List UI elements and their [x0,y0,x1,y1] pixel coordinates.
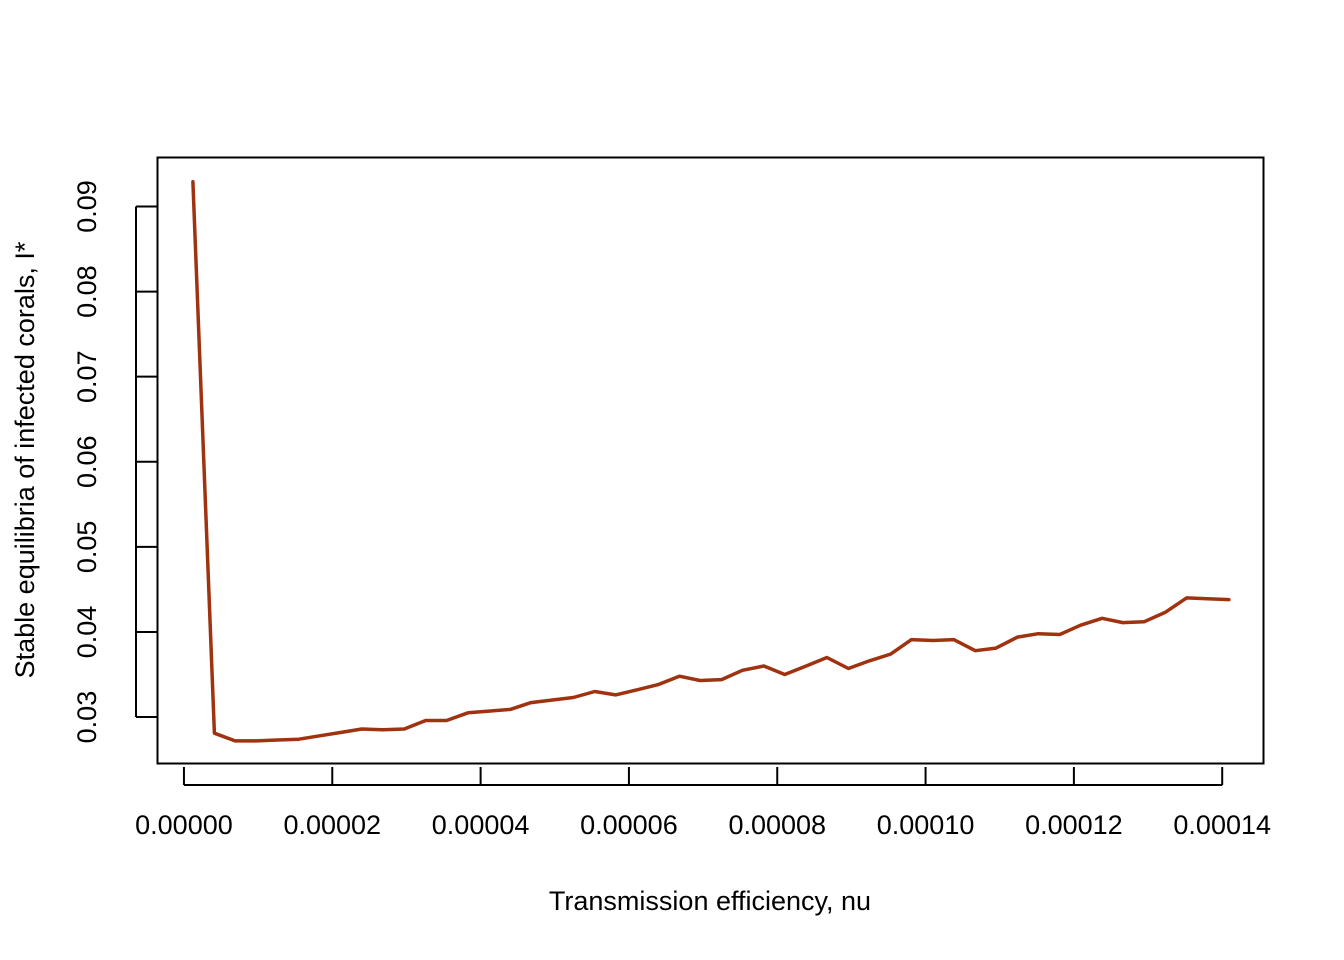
y-tick-label: 0.03 [72,691,102,744]
series-line [191,180,1231,743]
y-axis-title: Stable equilibria of infected corals, I* [10,241,40,678]
y-tick-label: 0.06 [72,435,102,488]
x-tick-label: 0.00010 [877,810,975,840]
plot-frame [156,156,1265,765]
x-tick-label: 0.00000 [135,810,233,840]
y-tick-label: 0.05 [72,521,102,574]
x-tick-label: 0.00006 [580,810,678,840]
x-tick-label: 0.00012 [1025,810,1123,840]
y-tick-label: 0.09 [72,180,102,233]
x-axis: 0.00000 0.00002 0.00004 0.00006 0.00008 0.000… [135,767,1271,840]
x-tick-label: 0.00014 [1173,810,1271,840]
y-tick-label: 0.04 [72,606,102,659]
y-tick-label: 0.07 [72,350,102,403]
y-tick-label: 0.08 [72,265,102,318]
x-tick-label: 0.00004 [432,810,530,840]
y-axis: 0.03 0.04 0.05 0.06 0.07 0.08 0.09 [72,180,157,743]
x-tick-label: 0.00008 [728,810,826,840]
x-axis-title: Transmission efficiency, nu [549,886,871,916]
x-tick-label: 0.00002 [283,810,381,840]
